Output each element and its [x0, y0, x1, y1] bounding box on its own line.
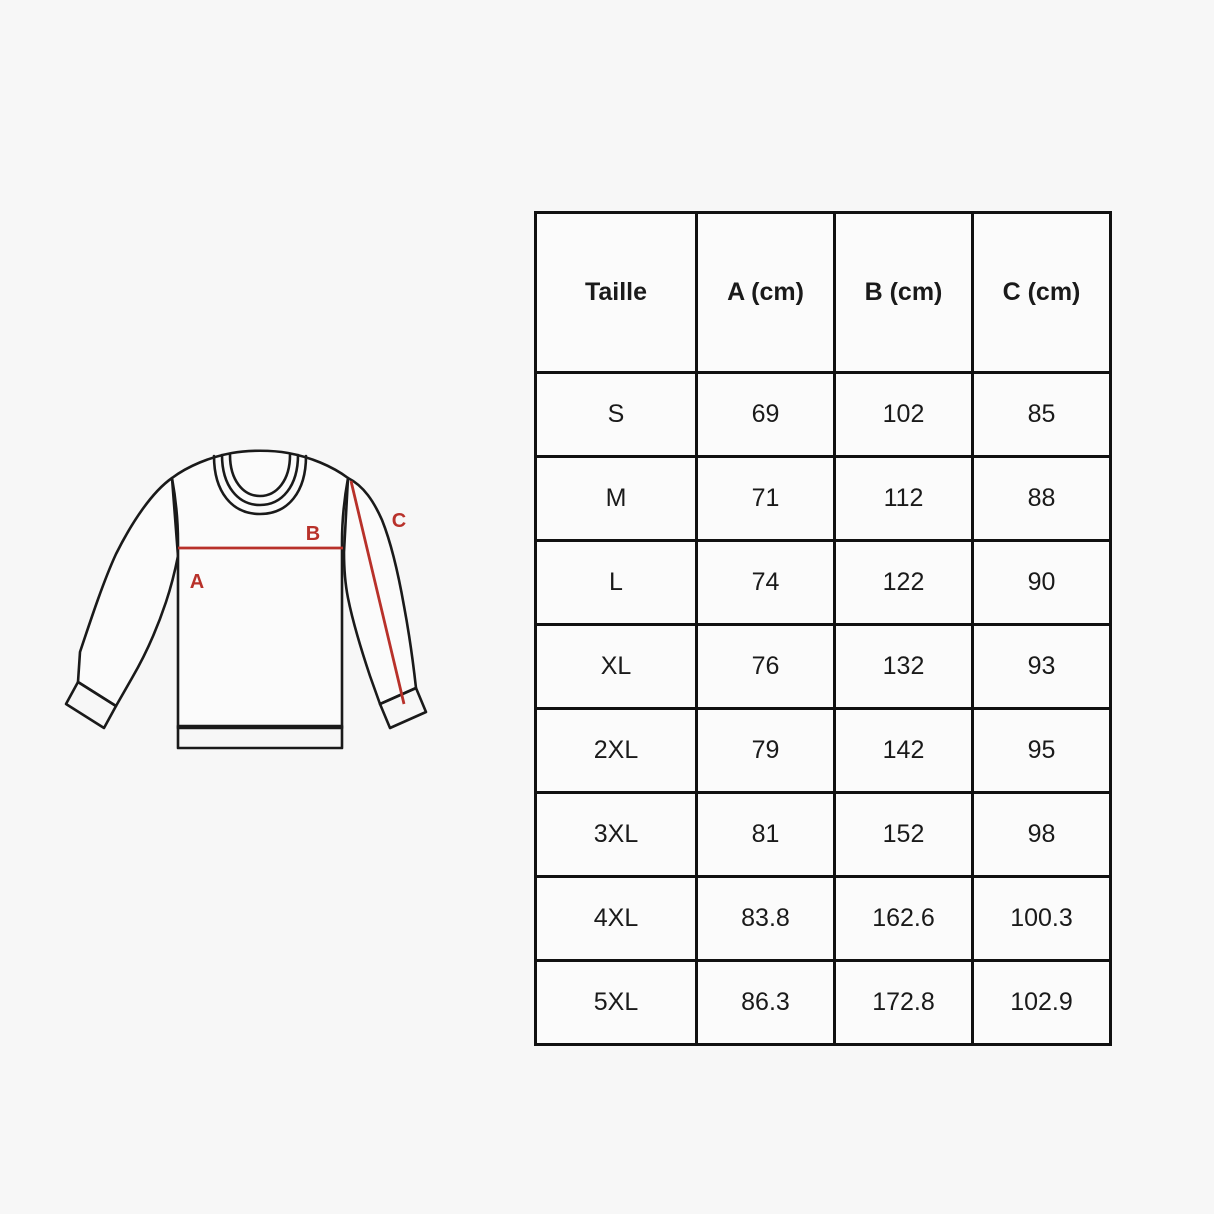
left-sleeve	[76, 476, 180, 708]
size-chart-table: Taille A (cm) B (cm) C (cm) S 69 102 85 …	[534, 211, 1112, 1046]
cell-c: 90	[971, 539, 1112, 626]
body	[170, 449, 350, 730]
cell-size: M	[534, 455, 698, 542]
bottom-hem	[176, 724, 344, 750]
sweatshirt-illustration: A B C	[64, 449, 428, 750]
left-cuff	[64, 680, 118, 730]
cell-size: 5XL	[534, 959, 698, 1046]
cell-a: 83.8	[695, 875, 836, 962]
cell-a: 74	[695, 539, 836, 626]
cell-a: 81	[695, 791, 836, 878]
cell-c: 102.9	[971, 959, 1112, 1046]
cell-c: 100.3	[971, 875, 1112, 962]
cell-a: 69	[695, 371, 836, 458]
column-header-taille: Taille	[534, 211, 698, 374]
cell-b: 102	[833, 371, 974, 458]
cell-c: 88	[971, 455, 1112, 542]
cell-b: 172.8	[833, 959, 974, 1046]
cell-b: 122	[833, 539, 974, 626]
cell-c: 95	[971, 707, 1112, 794]
cell-b: 132	[833, 623, 974, 710]
table-row: 5XL 86.3 172.8 102.9	[534, 959, 1112, 1046]
measure-label-b: B	[306, 523, 320, 545]
measure-label-a: A	[190, 571, 204, 593]
cell-b: 142	[833, 707, 974, 794]
table-row: XL 76 132 93	[534, 623, 1112, 710]
cell-size: XL	[534, 623, 698, 710]
cell-a: 86.3	[695, 959, 836, 1046]
cell-b: 112	[833, 455, 974, 542]
collar-outer	[212, 454, 308, 516]
table-header-row: Taille A (cm) B (cm) C (cm)	[534, 211, 1112, 374]
collar-rib	[228, 453, 292, 498]
measure-line-c	[349, 480, 406, 705]
cell-a: 79	[695, 707, 836, 794]
column-header-b: B (cm)	[833, 211, 974, 374]
table-row: L 74 122 90	[534, 539, 1112, 626]
cell-size: 3XL	[534, 791, 698, 878]
cell-c: 98	[971, 791, 1112, 878]
table-row: 2XL 79 142 95	[534, 707, 1112, 794]
right-sleeve	[342, 476, 418, 706]
column-header-a: A (cm)	[695, 211, 836, 374]
cell-size: 4XL	[534, 875, 698, 962]
garment-diagram: A B C	[60, 430, 460, 770]
cell-c: 93	[971, 623, 1112, 710]
table-row: 4XL 83.8 162.6 100.3	[534, 875, 1112, 962]
table-row: S 69 102 85	[534, 371, 1112, 458]
table-row: M 71 112 88	[534, 455, 1112, 542]
right-cuff	[378, 686, 428, 730]
collar-inner	[220, 453, 300, 507]
column-header-c: C (cm)	[971, 211, 1112, 374]
size-chart-table-container: Taille A (cm) B (cm) C (cm) S 69 102 85 …	[534, 211, 1112, 1046]
cell-size: L	[534, 539, 698, 626]
cell-a: 76	[695, 623, 836, 710]
cell-size: S	[534, 371, 698, 458]
cell-size: 2XL	[534, 707, 698, 794]
cell-b: 162.6	[833, 875, 974, 962]
cell-b: 152	[833, 791, 974, 878]
cell-c: 85	[971, 371, 1112, 458]
table-row: 3XL 81 152 98	[534, 791, 1112, 878]
cell-a: 71	[695, 455, 836, 542]
measure-label-c: C	[392, 510, 406, 532]
